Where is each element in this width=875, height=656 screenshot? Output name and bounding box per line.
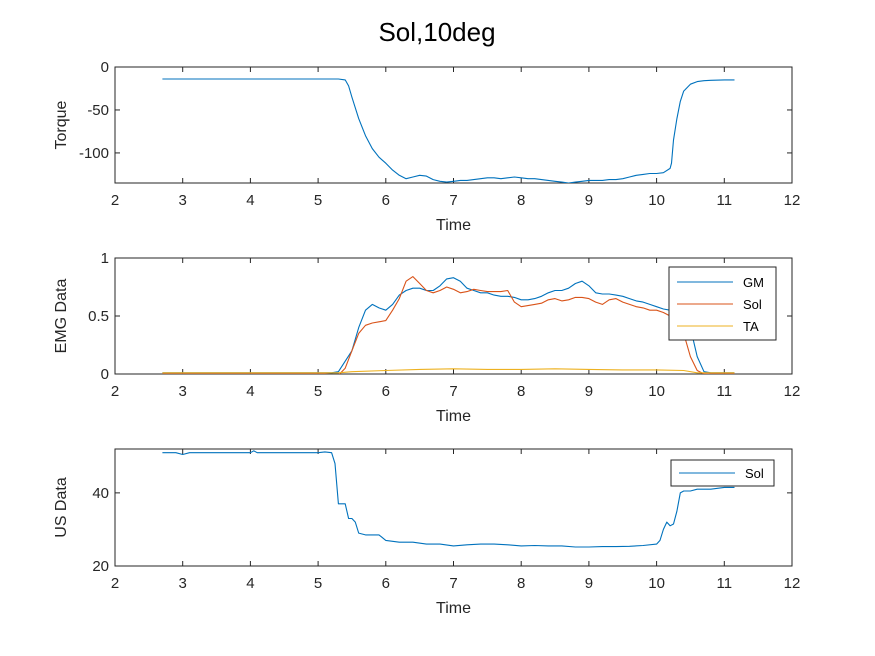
- y-tick-label: 20: [92, 558, 109, 575]
- x-tick-label: 10: [648, 192, 665, 209]
- x-tick-label: 2: [111, 383, 119, 400]
- y-tick-label: 0: [101, 59, 109, 76]
- x-tick-label: 4: [246, 575, 254, 592]
- x-axis-label: Time: [436, 217, 471, 234]
- x-tick-label: 11: [717, 192, 733, 209]
- series-line-1: [162, 78, 735, 183]
- x-tick-label: 4: [246, 383, 254, 400]
- x-tick-label: 2: [111, 575, 119, 592]
- x-axis-label: Time: [436, 408, 471, 425]
- series-line-sol: [162, 276, 735, 374]
- legend-label: TA: [743, 319, 759, 334]
- y-tick-label: 40: [92, 485, 109, 502]
- legend-label: GM: [743, 275, 764, 290]
- x-tick-label: 12: [784, 383, 801, 400]
- x-tick-label: 5: [314, 575, 322, 592]
- series-line-sol: [162, 450, 735, 548]
- x-tick-label: 3: [179, 575, 187, 592]
- y-tick-label: 1: [101, 250, 109, 267]
- subplot-2: 2 3 4 5 6 7 8 9 10 11 12 0 0.5 1 Time EMG Data GM Sol TA: [53, 250, 800, 425]
- x-tick-label: 8: [517, 575, 525, 592]
- legend: Sol: [670, 459, 775, 487]
- y-tick-label: 0: [101, 366, 109, 383]
- x-tick-label: 6: [382, 192, 390, 209]
- x-tick-label: 6: [382, 575, 390, 592]
- x-tick-label: 3: [179, 383, 187, 400]
- x-tick-label: 10: [648, 575, 665, 592]
- x-axis-label: Time: [436, 600, 471, 617]
- legend-label: Sol: [745, 466, 764, 481]
- x-tick-label: 6: [382, 383, 390, 400]
- y-axis-label: US Data: [53, 477, 70, 538]
- y-axis-label: Torque: [53, 100, 70, 149]
- x-tick-label: 2: [111, 192, 119, 209]
- y-tick-label: -50: [87, 102, 109, 119]
- series-line-ta: [162, 368, 735, 374]
- x-tick-label: 10: [648, 383, 665, 400]
- x-tick-label: 5: [314, 383, 322, 400]
- x-tick-label: 7: [449, 575, 457, 592]
- figure-title: Sol,10deg: [378, 17, 495, 47]
- x-tick-label: 12: [784, 192, 801, 209]
- x-tick-label: 8: [517, 192, 525, 209]
- x-tick-label: 8: [517, 383, 525, 400]
- x-tick-label: 12: [784, 575, 801, 592]
- y-axis-label: EMG Data: [53, 279, 70, 354]
- x-tick-label: 4: [246, 192, 254, 209]
- x-tick-label: 11: [717, 383, 733, 400]
- y-tick-label: -100: [79, 145, 109, 162]
- x-tick-label: 7: [449, 383, 457, 400]
- subplot-1: 2 3 4 5 6 7 8 9 10 11 12 0 -50 -100 Time Torque: [53, 59, 800, 234]
- x-tick-label: 3: [179, 192, 187, 209]
- x-tick-label: 11: [717, 575, 733, 592]
- x-tick-label: 5: [314, 192, 322, 209]
- y-tick-label: 0.5: [88, 308, 109, 325]
- x-tick-label: 7: [449, 192, 457, 209]
- series-line-gm: [162, 277, 735, 374]
- legend: GM Sol TA: [668, 266, 777, 341]
- x-tick-label: 9: [585, 575, 593, 592]
- legend-label: Sol: [743, 297, 762, 312]
- x-tick-label: 9: [585, 192, 593, 209]
- subplot-3: 2 3 4 5 6 7 8 9 10 11 12 20 40 Time US Data Sol: [53, 448, 801, 617]
- axes-frame: [114, 66, 793, 184]
- x-tick-label: 9: [585, 383, 593, 400]
